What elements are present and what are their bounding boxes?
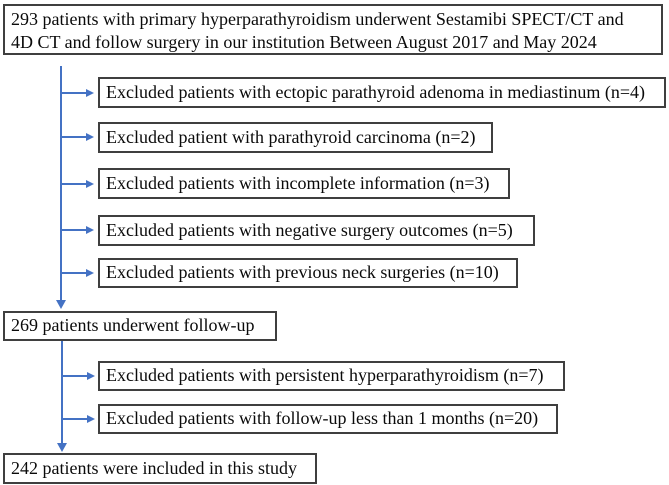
branch-line-exclusion-5 xyxy=(60,272,86,274)
branch-line-exclusion-4 xyxy=(60,229,86,231)
branch-line-exclusion-7 xyxy=(61,418,87,420)
arrow-right-icon-exclusion-2 xyxy=(86,133,94,141)
exclusion-label: Excluded patients with previous neck sur… xyxy=(106,262,499,283)
exclusion-box-short-followup: Excluded patients with follow-up less th… xyxy=(98,404,558,434)
cohort-box-followup: 269 patients underwent follow-up xyxy=(3,311,277,341)
cohort-box-initial: 293 patients with primary hyperparathyro… xyxy=(3,4,663,55)
cohort-box-included-text: 242 patients were included in this study xyxy=(11,457,297,478)
arrow-down-icon-stage2 xyxy=(57,443,67,452)
branch-line-exclusion-2 xyxy=(60,136,86,138)
exclusion-box-incomplete-information: Excluded patients with incomplete inform… xyxy=(98,168,510,199)
exclusion-label: Excluded patients with persistent hyperp… xyxy=(106,365,544,386)
branch-line-exclusion-1 xyxy=(60,92,86,94)
cohort-box-followup-text: 269 patients underwent follow-up xyxy=(11,315,255,336)
exclusion-box-ectopic-adenoma: Excluded patients with ectopic parathyro… xyxy=(98,77,666,108)
exclusion-label: Excluded patient with parathyroid carcin… xyxy=(106,126,476,147)
exclusion-label: Excluded patients with negative surgery … xyxy=(106,219,513,240)
branch-line-exclusion-6 xyxy=(61,375,87,377)
arrow-right-icon-exclusion-6 xyxy=(87,372,95,380)
exclusion-box-carcinoma: Excluded patient with parathyroid carcin… xyxy=(98,122,493,153)
arrow-right-icon-exclusion-7 xyxy=(87,415,95,423)
exclusion-label: Excluded patients with incomplete inform… xyxy=(106,172,490,193)
exclusion-box-previous-neck-surgeries: Excluded patients with previous neck sur… xyxy=(98,258,518,288)
arrow-down-icon-stage1 xyxy=(56,300,66,309)
arrow-right-icon-exclusion-1 xyxy=(86,89,94,97)
exclusion-label: Excluded patients with ectopic parathyro… xyxy=(106,81,645,102)
exclusion-box-negative-surgery: Excluded patients with negative surgery … xyxy=(98,215,535,246)
vertical-connector-stage2 xyxy=(61,341,63,443)
exclusion-box-persistent-hyperparathyroidism: Excluded patients with persistent hyperp… xyxy=(98,361,565,391)
exclusion-label: Excluded patients with follow-up less th… xyxy=(106,408,539,429)
branch-line-exclusion-3 xyxy=(60,183,86,185)
cohort-box-initial-line2: 4D CT and follow surgery in our institut… xyxy=(11,32,597,52)
cohort-box-included: 242 patients were included in this study xyxy=(3,453,317,484)
arrow-right-icon-exclusion-3 xyxy=(86,180,94,188)
arrow-right-icon-exclusion-5 xyxy=(86,269,94,277)
cohort-box-initial-line1: 293 patients with primary hyperparathyro… xyxy=(11,9,624,29)
arrow-right-icon-exclusion-4 xyxy=(86,226,94,234)
